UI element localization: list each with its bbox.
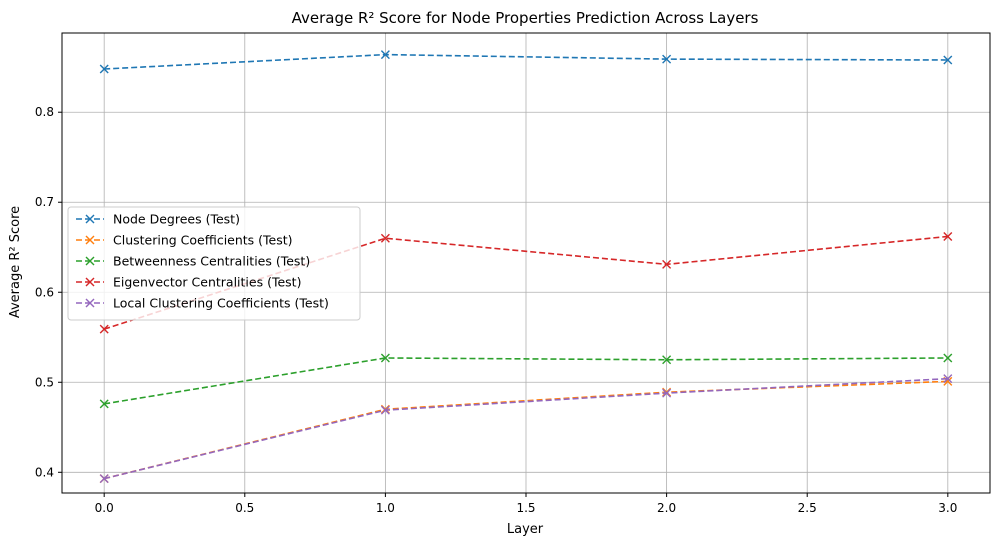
data-point: [662, 355, 672, 365]
x-tick-label: 0.5: [235, 501, 254, 515]
legend-marker: [85, 298, 95, 308]
data-point: [99, 324, 109, 334]
data-point: [943, 374, 953, 384]
data-point: [943, 55, 953, 65]
y-tick-label: 0.4: [35, 465, 54, 479]
x-tick-label: 2.0: [657, 501, 676, 515]
grid: [62, 33, 990, 493]
y-tick-label: 0.8: [35, 105, 54, 119]
y-tick-label: 0.7: [35, 195, 54, 209]
legend-marker: [85, 256, 95, 266]
x-tick-label: 3.0: [938, 501, 957, 515]
chart-title: Average R² Score for Node Properties Pre…: [292, 9, 759, 27]
data-point: [99, 64, 109, 74]
x-tick-label: 1.0: [376, 501, 395, 515]
data-point: [99, 474, 109, 484]
series-1: [99, 50, 953, 74]
x-tick-label: 0.0: [95, 501, 114, 515]
legend-entry: Clustering Coefficients (Test): [76, 233, 293, 248]
data-point: [380, 405, 390, 415]
legend-entry: Node Degrees (Test): [76, 212, 240, 227]
legend-entry: Eigenvector Centralities (Test): [76, 275, 301, 290]
y-tick-label: 0.5: [35, 375, 54, 389]
legend-label: Eigenvector Centralities (Test): [113, 275, 301, 290]
data-point: [662, 54, 672, 64]
data-point: [99, 399, 109, 409]
legend: Node Degrees (Test) Clustering Coefficien…: [67, 206, 361, 321]
legend-label: Clustering Coefficients (Test): [113, 233, 293, 248]
y-axis-label: Average R² Score: [8, 206, 23, 318]
data-point: [943, 231, 953, 241]
legend-marker: [85, 235, 95, 245]
series-line: [103, 377, 948, 480]
series-line: [104, 357, 948, 405]
legend-marker: [85, 214, 95, 224]
x-tick-label: 2.5: [798, 501, 817, 515]
data-point: [662, 259, 672, 269]
series-3: [99, 353, 953, 409]
y-tick-label: 0.6: [35, 285, 54, 299]
data-point: [943, 353, 953, 363]
series-line: [104, 53, 948, 70]
legend-box: [67, 206, 361, 321]
legend-label: Local Clustering Coefficients (Test): [113, 296, 329, 311]
data-point: [380, 50, 390, 60]
series-5: [99, 374, 953, 484]
data-point: [662, 388, 672, 398]
x-axis-label: Layer: [507, 522, 544, 537]
legend-label: Betweenness Centralities (Test): [113, 254, 310, 269]
legend-entry: Betweenness Centralities (Test): [76, 254, 310, 269]
data-point: [380, 353, 390, 363]
legend-entry: Local Clustering Coefficients (Test): [76, 296, 329, 311]
axis-ticks: 0.0 0.5 1.0 1.5 2.0 2.5 3.0 0.4 0.5 0.6 0.7 0.8: [35, 105, 957, 515]
x-tick-label: 1.5: [516, 501, 535, 515]
data-point: [380, 233, 390, 243]
legend-marker: [85, 277, 95, 287]
legend-label: Node Degrees (Test): [113, 212, 240, 227]
